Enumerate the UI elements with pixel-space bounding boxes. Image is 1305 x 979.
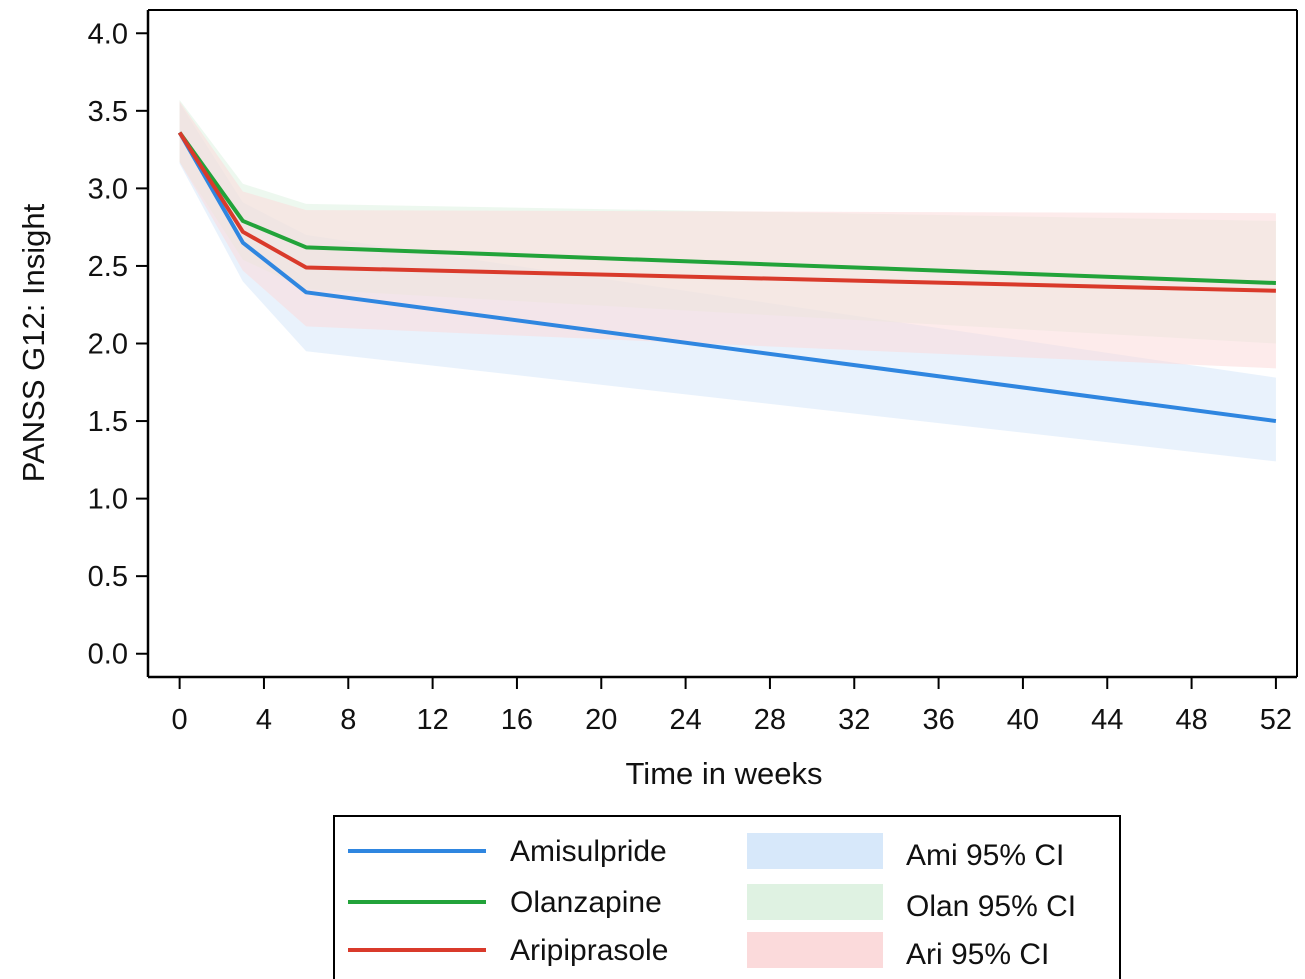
legend-label-aripiprasole: Aripiprasole	[510, 934, 668, 967]
x-tick-label: 28	[754, 704, 786, 736]
y-tick-label: 0.5	[88, 561, 128, 593]
series-line-olanzapine	[177, 131, 1276, 286]
ci-bands	[179, 99, 1276, 462]
y-tick-label: 3.0	[88, 173, 128, 205]
series-line-aripiprasole	[177, 131, 1276, 293]
x-tick-label: 24	[669, 704, 701, 736]
legend-label-ci-amisulpride: Ami 95% CI	[906, 839, 1064, 872]
x-ticks: 0 4 8 12 16 20 24 28 32 36 40 44 48 52	[172, 677, 1292, 736]
x-axis-title: Time in weeks	[626, 756, 823, 791]
y-tick-label: 3.5	[88, 96, 128, 128]
legend-label-ci-olanzapine: Olan 95% CI	[906, 890, 1076, 923]
ci-band-aripiprasole	[179, 101, 1276, 369]
x-tick-label: 52	[1260, 704, 1292, 736]
x-tick-label: 40	[1007, 704, 1039, 736]
ci-band-amisulpride	[179, 103, 1276, 462]
legend-swatch-ci-aripiprasole	[747, 932, 883, 968]
x-tick-label: 8	[340, 704, 356, 736]
y-tick-label: 4.0	[88, 18, 128, 50]
x-tick-label: 12	[416, 704, 448, 736]
legend: Amisulpride Ami 95% CI Olanzapine Olan 95% …	[333, 815, 1121, 979]
axes	[146, 9, 1298, 679]
x-tick-label: 44	[1091, 704, 1123, 736]
y-tick-label: 0.0	[88, 639, 128, 671]
x-tick-label: 0	[172, 704, 188, 736]
x-tick-label: 4	[256, 704, 272, 736]
y-tick-label: 1.0	[88, 484, 128, 516]
series-lines	[177, 131, 1277, 424]
y-tick-label: 2.5	[88, 251, 128, 283]
y-axis-title: PANSS G12: Insight	[16, 203, 51, 482]
x-tick-label: 36	[922, 704, 954, 736]
series-line-amisulpride	[177, 131, 1277, 424]
legend-swatch-ci-olanzapine	[747, 884, 883, 920]
x-tick-label: 16	[501, 704, 533, 736]
y-tick-label: 2.0	[88, 329, 128, 361]
legend-label-ci-aripiprasole: Ari 95% CI	[906, 938, 1049, 971]
x-tick-label: 32	[838, 704, 870, 736]
y-ticks: 0.0 0.5 1.0 1.5 2.0 2.5 3.0 3.5 4.0	[88, 18, 148, 671]
legend-swatch-ci-amisulpride	[747, 833, 883, 869]
x-tick-label: 48	[1175, 704, 1207, 736]
legend-label-amisulpride: Amisulpride	[510, 835, 667, 868]
y-tick-label: 1.5	[88, 406, 128, 438]
x-tick-label: 20	[585, 704, 617, 736]
legend-label-olanzapine: Olanzapine	[510, 886, 662, 919]
